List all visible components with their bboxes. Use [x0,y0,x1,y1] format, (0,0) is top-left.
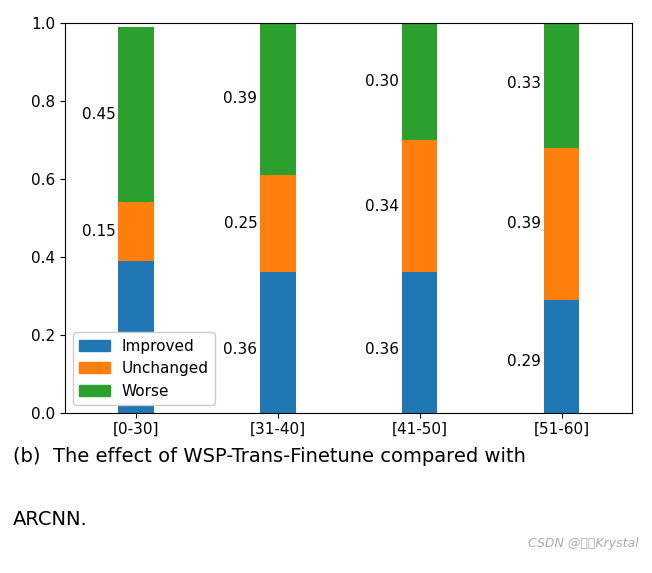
Text: 0.25: 0.25 [224,216,258,231]
Text: 0.34: 0.34 [365,199,399,214]
Text: CSDN @沐夕Krystal: CSDN @沐夕Krystal [528,537,639,550]
Bar [402,272,437,413]
Bar [544,148,579,300]
Text: 0.29: 0.29 [507,354,541,369]
Bar [260,23,295,175]
Bar [544,300,579,413]
Bar [402,23,437,140]
Text: 0.36: 0.36 [365,342,399,357]
Bar [119,202,154,261]
Text: 0.39: 0.39 [507,216,541,231]
Bar [402,140,437,272]
Legend: Improved, Unchanged, Worse: Improved, Unchanged, Worse [73,332,215,405]
Text: 0.39: 0.39 [224,92,258,107]
Text: 0.45: 0.45 [82,107,115,122]
Text: 0.30: 0.30 [365,74,399,89]
Bar [544,19,579,148]
Bar [119,261,154,413]
Text: 0.36: 0.36 [224,342,258,357]
Text: 0.15: 0.15 [82,224,115,239]
Bar [260,175,295,272]
Bar [119,27,154,202]
Text: 0.33: 0.33 [507,76,541,91]
Bar [260,272,295,413]
Text: ARCNN.: ARCNN. [13,510,88,529]
Text: 0.39: 0.39 [82,337,115,352]
Text: (b)  The effect of WSP-Trans-Finetune compared with: (b) The effect of WSP-Trans-Finetune com… [13,447,526,466]
